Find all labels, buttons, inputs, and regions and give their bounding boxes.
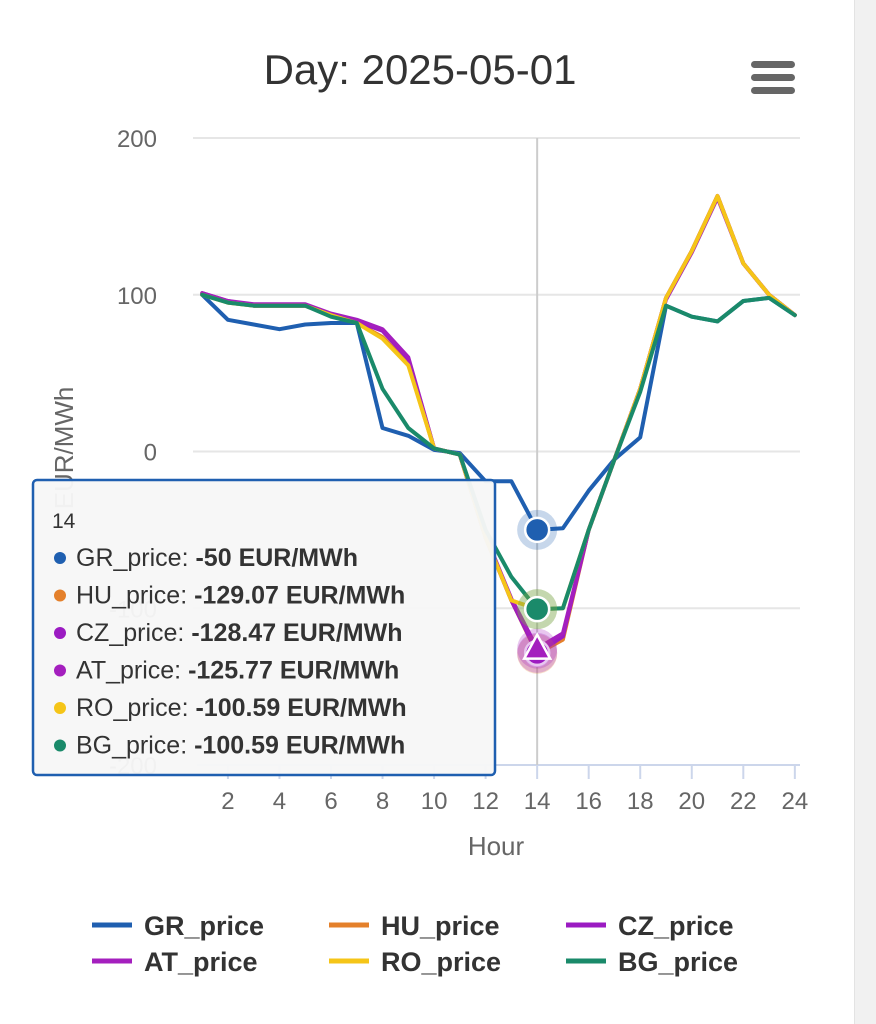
- hamburger-menu-icon[interactable]: [748, 58, 798, 102]
- y-tick-label: 200: [117, 126, 157, 153]
- tooltip-series-value: -100.59 EUR/MWh: [194, 732, 405, 760]
- tooltip-series-name: BG_price:: [76, 732, 194, 760]
- tooltip-series-value: -129.07 EUR/MWh: [194, 582, 405, 610]
- x-axis-title: Hour: [468, 831, 525, 861]
- tooltip-series-value: -128.47 EUR/MWh: [191, 619, 402, 647]
- x-axis: 2 4 6 8 10 12 14 16 18 20 22 24: [197, 764, 808, 815]
- x-tick-label: 4: [273, 788, 286, 815]
- legend-item-ro-price[interactable]: RO_price: [329, 947, 501, 977]
- legend-item-cz-price[interactable]: CZ_price: [566, 911, 734, 941]
- legend-label: AT_price: [144, 947, 258, 977]
- legend-label: GR_price: [144, 911, 264, 941]
- x-tick-label: 22: [730, 788, 757, 815]
- tooltip-series-dot: [54, 552, 66, 564]
- tooltip-series-dot: [54, 664, 66, 677]
- tooltip-header: 14: [52, 510, 76, 533]
- tooltip-row: CZ_price: -128.47 EUR/MWh: [76, 619, 402, 647]
- legend-item-hu-price[interactable]: HU_price: [329, 911, 500, 941]
- tooltip-series-name: AT_price:: [76, 657, 188, 685]
- legend-label: RO_price: [381, 947, 501, 977]
- series-line-bg-price[interactable]: [200, 292, 797, 612]
- tooltip-series-name: CZ_price:: [76, 619, 191, 647]
- tooltip-series-value: -100.59 EUR/MWh: [195, 694, 406, 722]
- tooltip-row: HU_price: -129.07 EUR/MWh: [76, 582, 405, 610]
- legend-label: BG_price: [618, 947, 738, 977]
- tooltip-box: [31, 478, 497, 777]
- chart-title: Day: 2025-05-01: [264, 46, 577, 93]
- series-lines[interactable]: [200, 194, 797, 656]
- legend-item-at-price[interactable]: AT_price: [92, 947, 258, 977]
- tooltip-series-dot: [54, 627, 66, 639]
- tooltip-series-name: HU_price:: [76, 582, 194, 610]
- legend: GR_price HU_price CZ_price AT_price RO_price…: [92, 911, 738, 977]
- tooltip-series-name: RO_price:: [76, 694, 195, 722]
- page-edge-strip: [854, 0, 876, 1024]
- hover-marker-at_price: [522, 632, 553, 660]
- hover-marker-gr_price: [523, 516, 551, 544]
- hover-marker-bg_price: [523, 595, 551, 623]
- x-tick-label: 24: [781, 788, 808, 815]
- hover-markers: [517, 509, 558, 674]
- tooltip-series-value: -50 EUR/MWh: [195, 544, 358, 572]
- tooltip-row: GR_price: -50 EUR/MWh: [76, 544, 358, 572]
- y-tick-label: 0: [144, 440, 157, 467]
- x-tick-label: 12: [472, 788, 499, 815]
- x-tick-label: 16: [575, 788, 602, 815]
- tooltip-series-dot: [54, 702, 66, 714]
- tooltip-series-dot: [54, 589, 66, 602]
- legend-label: CZ_price: [618, 911, 734, 941]
- tooltip-series-name: GR_price:: [76, 544, 195, 572]
- tooltip-row: AT_price: -125.77 EUR/MWh: [76, 657, 399, 685]
- x-tick-label: 18: [627, 788, 654, 815]
- x-tick-label: 20: [678, 788, 705, 815]
- x-tick-label: 2: [221, 788, 234, 815]
- tooltip-series-dot: [54, 739, 66, 752]
- x-tick-label: 10: [421, 788, 448, 815]
- legend-item-gr-price[interactable]: GR_price: [92, 911, 264, 941]
- x-tick-label: 6: [324, 788, 337, 815]
- tooltip-row: BG_price: -100.59 EUR/MWh: [76, 732, 405, 760]
- tooltip-series-value: -125.77 EUR/MWh: [188, 657, 399, 685]
- legend-item-bg-price[interactable]: BG_price: [566, 947, 738, 977]
- x-tick-label: 14: [524, 788, 551, 815]
- y-tick-label: 100: [117, 283, 157, 310]
- tooltip-row: RO_price: -100.59 EUR/MWh: [76, 694, 407, 722]
- legend-label: HU_price: [381, 911, 500, 941]
- x-tick-label: 8: [376, 788, 389, 815]
